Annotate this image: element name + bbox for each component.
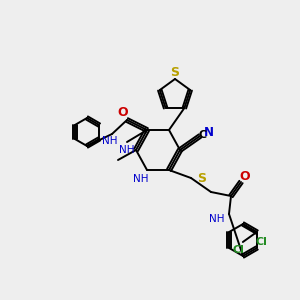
Text: NH: NH: [133, 174, 149, 184]
Text: O: O: [240, 169, 250, 182]
Text: N: N: [204, 125, 214, 139]
Text: Cl: Cl: [255, 237, 267, 247]
Text: C: C: [199, 130, 207, 140]
Text: O: O: [118, 106, 128, 118]
Text: S: S: [197, 172, 206, 184]
Text: Cl: Cl: [233, 245, 245, 255]
Text: S: S: [170, 67, 179, 80]
Text: NH: NH: [209, 214, 225, 224]
Text: NH: NH: [119, 145, 135, 155]
Text: NH: NH: [102, 136, 118, 146]
